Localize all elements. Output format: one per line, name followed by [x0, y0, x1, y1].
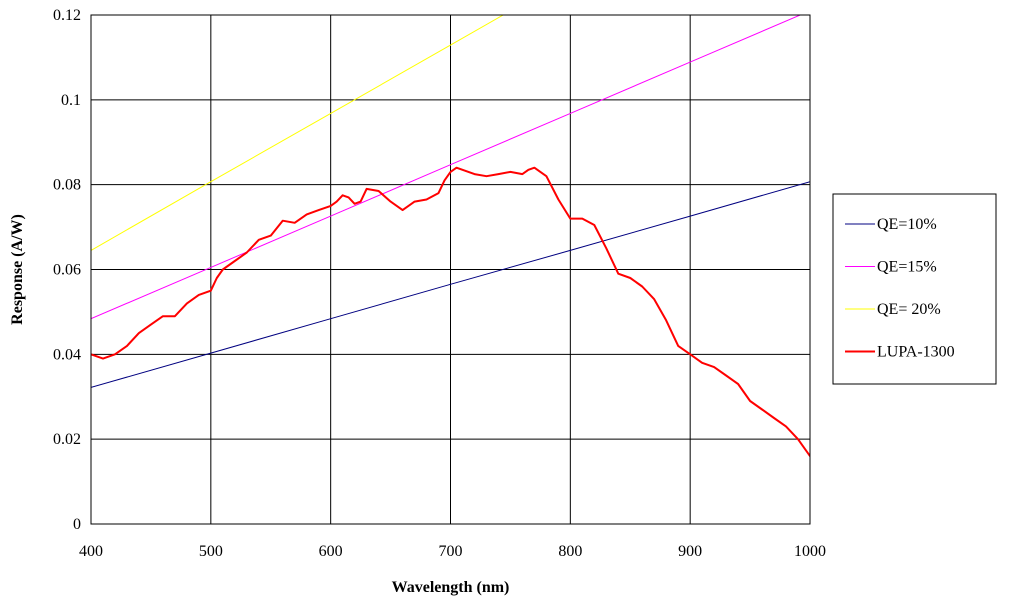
- series-line-0: [91, 181, 810, 388]
- series-line-2: [91, 15, 504, 251]
- x-tick-label: 900: [678, 543, 702, 560]
- x-axis-label: Wavelength (nm): [392, 579, 510, 596]
- legend-label: QE=10%: [877, 216, 937, 233]
- y-tick-label: 0: [73, 516, 81, 533]
- legend-label: QE= 20%: [877, 301, 941, 318]
- x-tick-label: 800: [558, 543, 582, 560]
- grid-lines: [90, 14, 811, 525]
- y-axis-label: Response (A/W): [9, 214, 26, 325]
- y-tick-label: 0.04: [53, 346, 81, 363]
- y-tick-labels: 0 0.02 0.04 0.06 0.08 0.1 0.12: [53, 7, 81, 533]
- x-tick-label: 1000: [794, 543, 826, 560]
- x-tick-labels: 400 500 600 700 800 900 1000: [79, 543, 826, 560]
- legend-label: QE=15%: [877, 259, 937, 276]
- y-tick-label: 0.1: [61, 92, 81, 109]
- legend: QE=10% QE=15% QE= 20% LUPA-1300: [832, 193, 997, 385]
- legend-label: LUPA-1300: [877, 344, 955, 361]
- series-line-3: [91, 166, 810, 458]
- y-tick-label: 0.02: [53, 431, 81, 448]
- plot-area-frame: [90, 14, 811, 525]
- series-lines: [91, 15, 810, 458]
- x-tick-label: 700: [439, 543, 463, 560]
- x-tick-label: 600: [319, 543, 343, 560]
- y-tick-label: 0.06: [53, 262, 81, 279]
- series-line-1: [91, 15, 802, 320]
- y-tick-label: 0.12: [53, 7, 81, 24]
- y-tick-label: 0.08: [53, 177, 81, 194]
- x-tick-label: 500: [199, 543, 223, 560]
- x-tick-label: 400: [79, 543, 103, 560]
